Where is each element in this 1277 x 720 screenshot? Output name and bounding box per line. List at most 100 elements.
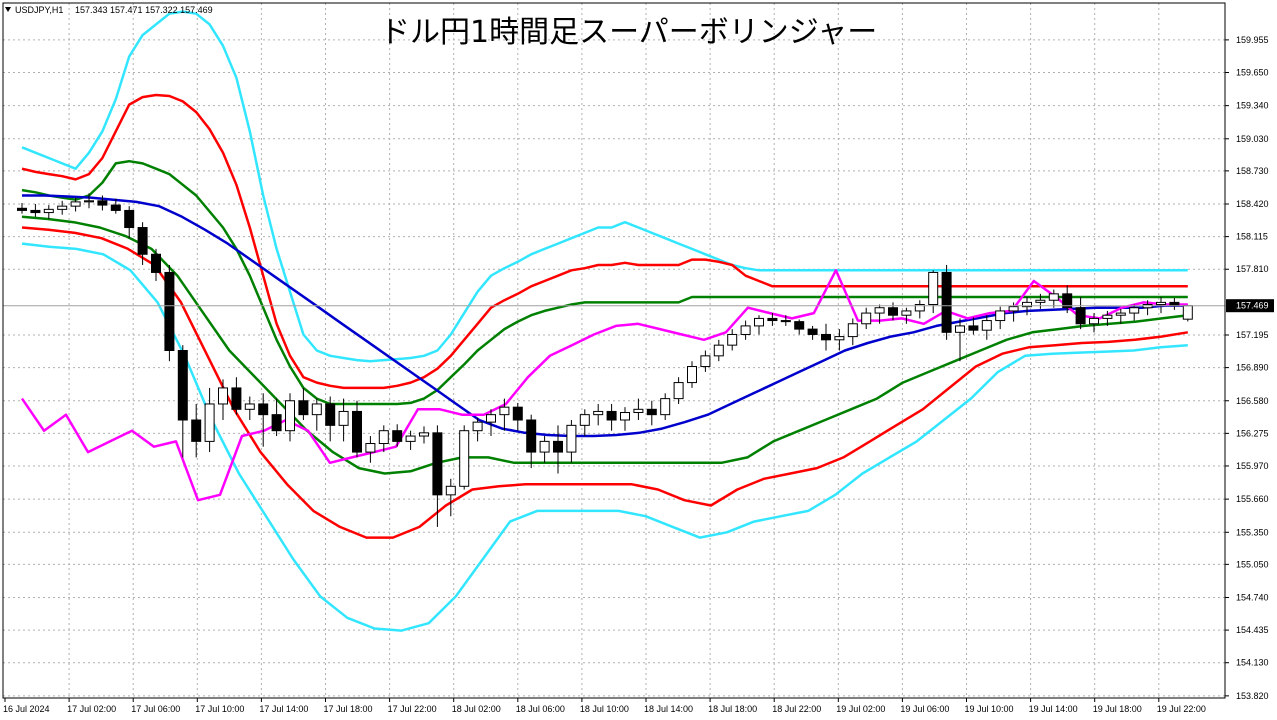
candle-body [311, 403, 322, 416]
candle-body [486, 414, 496, 423]
candle-body [405, 435, 416, 442]
candle-body [365, 443, 376, 453]
candle-body [472, 421, 483, 432]
candle-body [204, 403, 215, 442]
candle-body [593, 410, 604, 416]
y-tick-label: 159.650 [1236, 68, 1269, 78]
x-tick-label: 17 Jul 02:00 [67, 704, 116, 714]
candle-body [606, 410, 617, 421]
y-tick-label: 154.130 [1236, 658, 1269, 668]
y-tick-label: 155.660 [1236, 494, 1269, 504]
x-tick-label: 17 Jul 18:00 [324, 704, 373, 714]
candle-body [767, 317, 778, 322]
y-tick-label: 154.435 [1236, 625, 1269, 635]
band-line [22, 194, 1188, 438]
x-tick-label: 18 Jul 02:00 [452, 704, 501, 714]
bollinger-bands [20, 10, 1189, 632]
band-line [21, 242, 1188, 632]
candle-body [84, 200, 94, 203]
x-tick-label: 18 Jul 22:00 [772, 704, 821, 714]
band-line [21, 10, 1188, 363]
candle-body [499, 406, 510, 416]
candle-body [553, 440, 563, 453]
candle-body [17, 207, 27, 211]
candle-body [338, 410, 349, 426]
candle-body [137, 227, 148, 255]
x-axis: 16 Jul 2024 17 Jul 02:00 17 Jul 06:00 17 Ju… [3, 698, 1206, 714]
candle-body [1156, 301, 1166, 306]
x-tick-label: 18 Jul 06:00 [516, 704, 565, 714]
candles [17, 193, 1193, 527]
candle-body [392, 430, 403, 442]
candle-body [646, 408, 657, 416]
candle-body [713, 344, 724, 357]
y-tick-label: 157.810 [1236, 264, 1269, 274]
candle-body [1089, 317, 1099, 325]
candle-body [244, 403, 255, 410]
candle-body [231, 387, 242, 410]
candle-body [1129, 307, 1140, 314]
candle-body [941, 271, 952, 333]
x-tick-label: 18 Jul 10:00 [580, 704, 629, 714]
candle-body [700, 355, 711, 368]
x-tick-label: 17 Jul 06:00 [131, 704, 180, 714]
candle-body [1008, 306, 1019, 312]
chart-title: ドル円1時間足スーパーボリンジャー [380, 15, 877, 50]
candle-body [1048, 293, 1059, 301]
candle-body [955, 325, 965, 333]
candle-body [177, 350, 188, 421]
candle-body [110, 204, 121, 211]
price-tag: 157.469 [1226, 299, 1274, 313]
candle-body [1075, 307, 1086, 325]
y-tick-label: 153.820 [1236, 691, 1269, 701]
candle-body [888, 307, 898, 316]
band-line [21, 93, 1188, 390]
y-tick-label: 155.350 [1236, 527, 1269, 537]
candle-body [298, 400, 309, 416]
candle-body [928, 271, 939, 306]
candle-body [30, 209, 41, 214]
candle-body [526, 419, 537, 453]
candle-body [579, 414, 590, 426]
x-tick-label: 19 Jul 18:00 [1093, 704, 1142, 714]
collapse-triangle-icon[interactable] [5, 7, 11, 12]
candle-body [164, 271, 175, 352]
band-line [20, 269, 1188, 502]
current-price-label: 157.469 [1236, 301, 1269, 311]
candle-body [847, 323, 858, 338]
band-line [21, 215, 1188, 475]
x-tick-label: 18 Jul 14:00 [644, 704, 693, 714]
candle-body [834, 336, 845, 341]
candle-body [1022, 301, 1032, 308]
candle-body [378, 430, 389, 445]
candle-body [633, 408, 644, 414]
y-tick-label: 159.340 [1236, 101, 1269, 111]
candle-body [218, 387, 228, 405]
y-tick-label: 157.195 [1236, 330, 1269, 340]
band-line [21, 226, 1189, 539]
y-tick-label: 159.030 [1236, 134, 1269, 144]
candle-body [821, 333, 831, 341]
candle-body [673, 382, 684, 400]
candle-body [901, 310, 912, 316]
grid [3, 3, 1225, 698]
candle-body [97, 200, 108, 206]
x-tick-label: 17 Jul 22:00 [388, 704, 437, 714]
plot-frame [2, 2, 1226, 699]
y-tick-label: 154.740 [1236, 592, 1269, 602]
candle-body [754, 317, 764, 327]
candle-body [874, 307, 885, 314]
ohlc-label: 157.343 157.471 157.322 157.469 [75, 5, 213, 15]
x-tick-label: 18 Jul 18:00 [708, 704, 757, 714]
candle-body [861, 312, 872, 325]
candle-body [43, 208, 54, 214]
y-tick-label: 156.275 [1236, 428, 1269, 438]
y-tick-label: 158.730 [1236, 166, 1269, 176]
candle-body [258, 403, 269, 416]
x-tick-label: 19 Jul 22:00 [1157, 704, 1206, 714]
candle-body [1062, 293, 1073, 309]
candle-body [1115, 312, 1126, 316]
candle-body [968, 325, 979, 331]
candle-body [1102, 314, 1113, 319]
